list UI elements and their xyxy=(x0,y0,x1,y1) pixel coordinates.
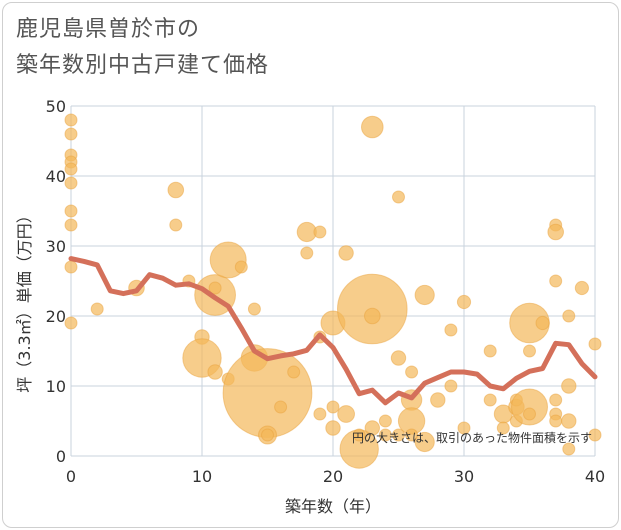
bubble xyxy=(287,365,301,379)
x-axis-label: 築年数（年） xyxy=(285,497,381,516)
bubble xyxy=(364,420,380,436)
bubble xyxy=(90,302,104,316)
bubble xyxy=(64,316,78,330)
bubble xyxy=(430,392,446,408)
bubble xyxy=(523,407,536,421)
bubble xyxy=(352,428,366,442)
bubble xyxy=(64,113,78,127)
y-tick-label: 50 xyxy=(46,97,66,116)
title-line-1: 鹿児島県曽於市の xyxy=(16,17,201,42)
bubble xyxy=(208,281,222,295)
bubble xyxy=(588,337,602,351)
y-axis-label: 坪（3.3㎡）単価（万円） xyxy=(15,207,34,392)
bubble xyxy=(562,309,576,323)
bubble xyxy=(549,393,563,407)
y-tick-label: 0 xyxy=(56,447,66,466)
bubble xyxy=(337,405,356,423)
bubble xyxy=(549,414,563,428)
bubble xyxy=(588,428,602,442)
y-tick-labels: 0 10 20 30 40 50 xyxy=(46,97,66,466)
bubble xyxy=(457,421,471,435)
bubble xyxy=(169,218,183,232)
bubble xyxy=(274,400,288,414)
bubble xyxy=(64,162,78,176)
bubble xyxy=(483,344,497,358)
x-tick-label: 20 xyxy=(323,467,343,486)
bubble xyxy=(64,127,78,141)
bubble xyxy=(392,428,405,442)
bubble xyxy=(326,400,340,414)
bubble-layer xyxy=(64,113,602,469)
x-tick-label: 40 xyxy=(585,467,605,486)
x-tick-label: 30 xyxy=(454,467,474,486)
bubble xyxy=(378,414,392,428)
bubble xyxy=(523,344,536,358)
bubble xyxy=(405,365,419,379)
bubble xyxy=(390,350,407,366)
bubble xyxy=(547,223,565,241)
bubble xyxy=(561,413,577,429)
bubble xyxy=(444,379,458,393)
x-tick-label: 10 xyxy=(192,467,212,486)
bubble xyxy=(574,280,590,296)
bubble xyxy=(338,245,354,261)
title-line-2: 築年数別中古戸建て価格 xyxy=(16,53,270,78)
bubble xyxy=(313,407,327,421)
x-tick-labels: 0 10 20 30 40 xyxy=(66,467,605,486)
bubble xyxy=(414,431,435,453)
bubble xyxy=(64,218,78,232)
bubble xyxy=(496,421,510,435)
bubble xyxy=(167,181,185,199)
bubble xyxy=(535,315,550,331)
bubble xyxy=(561,378,577,394)
bubble xyxy=(247,302,261,316)
bubble xyxy=(313,225,327,239)
average-price-line xyxy=(68,256,598,406)
y-tick-label: 40 xyxy=(46,167,66,186)
chart-title: 鹿児島県曽於市の 築年数別中古戸建て価格 xyxy=(16,12,269,84)
bubble xyxy=(64,204,78,218)
bubble xyxy=(562,442,576,456)
bubble xyxy=(392,190,405,204)
bubble xyxy=(234,260,248,274)
bubble xyxy=(549,274,563,288)
bubble xyxy=(483,393,497,407)
bubble xyxy=(300,246,314,260)
bubble xyxy=(361,115,384,139)
bubble xyxy=(414,284,435,306)
bubble xyxy=(222,348,313,438)
bubble xyxy=(325,420,341,436)
bubble xyxy=(64,260,78,274)
bubble xyxy=(378,428,392,442)
bubble xyxy=(511,388,548,426)
x-tick-label: 0 xyxy=(66,467,76,486)
bubble xyxy=(364,307,381,325)
y-tick-label: 20 xyxy=(46,307,66,326)
bubble xyxy=(64,176,78,190)
bubble xyxy=(444,323,458,337)
bubble xyxy=(261,428,274,442)
y-tick-label: 10 xyxy=(46,377,66,396)
bubble xyxy=(207,364,223,380)
y-tick-label: 30 xyxy=(46,237,66,256)
size-note: 円の大きさは、取引のあった物件面積を示す xyxy=(352,430,592,445)
bubble xyxy=(456,294,472,310)
